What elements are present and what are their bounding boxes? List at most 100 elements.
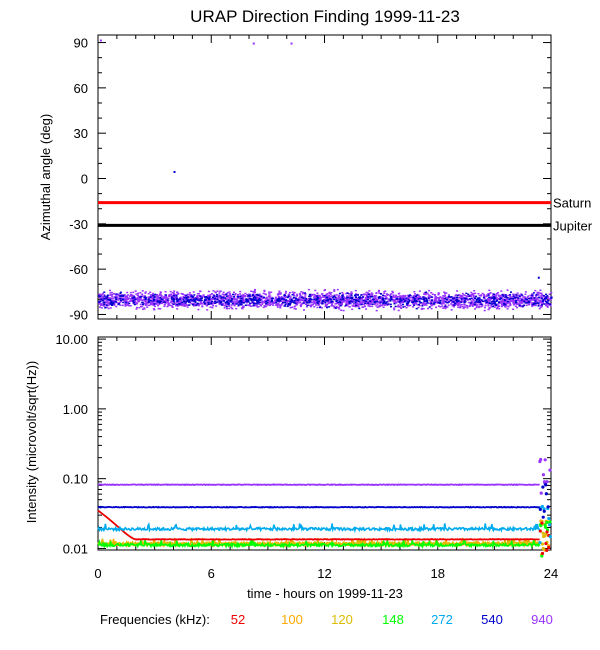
scatter-point [220,301,223,303]
scatter-point [535,302,538,305]
scatter-point [493,299,496,301]
scatter-point [448,295,450,298]
scatter-point [270,301,273,303]
scatter-point [252,304,255,307]
scatter-point [173,292,175,294]
scatter-point [239,301,242,303]
scatter-point [197,297,200,300]
scatter-point [110,300,113,302]
scatter-point [222,303,225,305]
scatter-point [546,297,549,300]
scatter-point [279,293,282,295]
scatter-point [232,300,235,303]
scatter-point [489,292,492,294]
scatter-point [101,296,104,298]
scatter-point [308,293,311,296]
scatter-point [236,293,239,296]
scatter-point [182,304,185,306]
scatter-point [548,293,551,295]
scatter-point [480,295,483,297]
scatter-point [464,294,466,297]
scatter-point [408,300,411,302]
scatter-point [330,302,332,304]
scatter-point [208,298,210,300]
scatter-point [434,299,437,301]
scatter-point [178,304,181,306]
scatter-point [419,296,421,298]
scatter-point [236,299,239,302]
scatter-point [339,303,342,306]
scatter-point [517,302,520,304]
scatter-point [129,294,132,297]
scatter-point [443,291,446,293]
scatter-point [431,303,434,306]
scatter-point [381,300,384,303]
scatter-point [388,295,391,297]
scatter-point [446,301,449,304]
scatter-point [194,302,197,304]
intensity-endpoint [540,554,544,558]
scatter-point [428,299,431,301]
intensity-endpoint [547,545,551,550]
scatter-point [336,302,339,305]
scatter-point [240,304,243,306]
scatter-point [469,302,472,304]
scatter-point [232,291,235,293]
scatter-point [163,303,166,306]
scatter-point [531,305,534,308]
scatter-point [280,298,283,300]
scatter-point [328,295,330,297]
scatter-point [281,297,284,300]
scatter-point [534,300,537,302]
scatter-point [191,298,194,300]
scatter-point [404,295,407,298]
scatter-point [228,305,231,307]
scatter-point [324,298,327,300]
scatter-point [212,290,215,292]
scatter-point [454,302,457,305]
scatter-point [152,308,155,310]
scatter-point [326,300,329,302]
scatter-point [267,301,270,303]
scatter-point [98,302,101,305]
scatter-point [201,297,203,299]
scatter-point [350,291,353,293]
scatter-point [170,298,173,300]
scatter-point [448,299,451,301]
scatter-point [452,301,455,303]
scatter-point [525,298,528,301]
scatter-point [299,293,302,296]
scatter-point [171,302,174,305]
scatter-point [341,296,344,298]
scatter-point [483,300,486,303]
scatter-point [251,290,254,293]
scatter-point [527,301,530,303]
scatter-point [173,294,176,297]
scatter-point [415,295,418,298]
scatter-point [134,298,137,301]
scatter-point [381,296,384,299]
scatter-point [147,296,150,298]
scatter-point [100,303,103,305]
intensity-endpoint [545,480,549,484]
scatter-point [179,297,182,299]
scatter-point [117,293,120,295]
scatter-point [488,289,491,292]
scatter-point [488,292,491,295]
scatter-point [459,304,462,306]
scatter-point [407,302,409,304]
scatter-point [300,305,302,308]
scatter-point [236,302,239,304]
scatter-point [336,288,339,291]
scatter-point [413,291,416,293]
scatter-point [196,303,199,305]
scatter-point [299,292,302,295]
bottom-data-lines [97,457,552,558]
scatter-point [181,301,184,304]
scatter-point [425,292,428,295]
scatter-point [366,295,368,297]
scatter-point [353,298,356,301]
scatter-point [103,295,106,297]
scatter-point [255,305,258,307]
scatter-point [392,291,394,294]
